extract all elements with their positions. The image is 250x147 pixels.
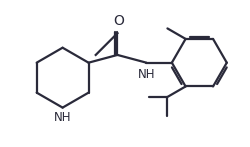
Text: NH: NH bbox=[54, 111, 71, 124]
Text: NH: NH bbox=[138, 68, 155, 81]
Text: O: O bbox=[113, 14, 124, 28]
